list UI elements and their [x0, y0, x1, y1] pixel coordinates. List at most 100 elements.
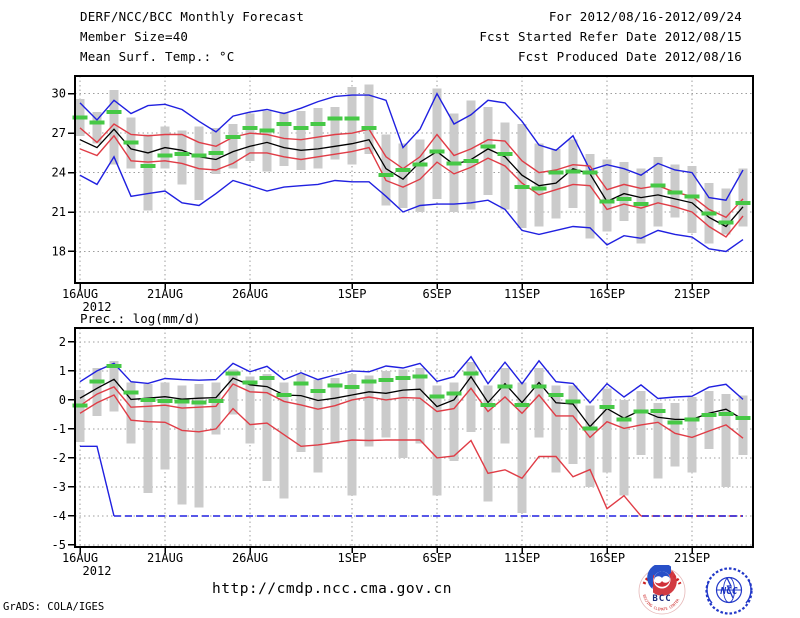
observation-dash-marker [276, 393, 292, 398]
ensemble-spread-bar [347, 87, 357, 165]
observation-dash-marker [582, 426, 598, 431]
observation-dash-marker [412, 162, 428, 167]
source-url: http://cmdp.ncc.cma.gov.cn [212, 581, 452, 597]
plot-frame [74, 327, 754, 548]
observation-dash-marker [650, 408, 666, 413]
observation-dash-marker [123, 140, 139, 145]
ensemble-spread-bar [653, 402, 663, 479]
observation-dash-marker [259, 375, 275, 380]
ensemble-spread-bar [109, 89, 119, 165]
x-axis-year-label: 2012 [83, 564, 112, 578]
ensemble-spread-bar [245, 113, 255, 161]
observation-dash-marker [208, 398, 224, 403]
plot-frame [74, 75, 754, 284]
observation-dash-marker [327, 116, 343, 121]
y-tick-label: 2 [59, 335, 66, 349]
ncc-logo: NCC [705, 567, 753, 615]
observation-dash-marker [565, 399, 581, 404]
x-tick-label: 6SEP [423, 287, 452, 301]
observation-dash-marker [531, 186, 547, 191]
observation-dash-marker [259, 128, 275, 133]
observation-dash-marker [735, 416, 751, 421]
observation-dash-marker [395, 375, 411, 380]
ensemble-spread-bar [619, 399, 629, 496]
ensemble-max-line [79, 355, 744, 404]
ensemble-spread-bar [687, 166, 697, 234]
ensemble-spread-bar [551, 385, 561, 473]
observation-dash-marker [361, 379, 377, 384]
x-tick-label: 26AUG [232, 287, 268, 301]
ensemble-spread-bar [398, 143, 408, 209]
ensemble-spread-bar [738, 168, 748, 227]
ensemble-spread-bar [483, 106, 493, 195]
ensemble-spread-bar [75, 389, 85, 442]
observation-dash-marker [242, 380, 258, 385]
prec-chart-title: Prec.: log(mm/d) [80, 311, 201, 326]
observation-dash-marker [157, 398, 173, 403]
ensemble-spread-bar [92, 112, 102, 144]
upper-bound-line [79, 123, 744, 219]
ensemble-spread-bar [194, 126, 204, 201]
y-tick-label: 18 [52, 244, 66, 258]
y-tick-label: -5 [52, 538, 66, 552]
lower-bound-line [79, 134, 744, 238]
x-tick-label: 11SEP [504, 551, 540, 565]
observation-dash-marker [174, 399, 190, 404]
ensemble-spread-bar [160, 382, 170, 470]
ensemble-spread-bar [313, 108, 323, 169]
ensemble-spread-bar [381, 370, 391, 438]
ensemble-spread-bar [381, 134, 391, 206]
observation-dash-marker [361, 125, 377, 130]
observation-dash-marker [89, 120, 105, 125]
observation-dash-marker [327, 383, 343, 388]
ensemble-min-line [79, 155, 744, 253]
observation-dash-marker [344, 385, 360, 390]
ensemble-spread-bar [721, 394, 731, 487]
observation-dash-marker [429, 394, 445, 399]
observation-dash-marker [106, 363, 122, 368]
ensemble-spread-bar [585, 154, 595, 239]
grads-credit: GrADS: COLA/IGES [3, 601, 105, 613]
observation-dash-marker [667, 420, 683, 425]
observation-dash-marker [225, 371, 241, 376]
observation-dash-marker [123, 390, 139, 395]
y-tick-label: -1 [52, 422, 66, 436]
observation-dash-marker [514, 185, 530, 190]
y-tick-label: -4 [52, 509, 66, 523]
observation-dash-marker [106, 110, 122, 115]
ensemble-spread-bar [177, 385, 187, 505]
x-tick-label: 26AUG [232, 551, 268, 565]
ensemble-spread-bar [211, 382, 221, 435]
observation-dash-marker [701, 413, 717, 418]
ensemble-spread-bar [228, 123, 238, 169]
observation-dash-marker [616, 417, 632, 422]
observation-dash-marker [225, 135, 241, 140]
x-tick-label: 1SEP [338, 287, 367, 301]
agency-logos: BCC BEIJING CLIMATE CENTER NCC [638, 565, 753, 615]
ensemble-spread-bar [585, 405, 595, 487]
observation-dash-marker [463, 371, 479, 376]
ensemble-spread-bar [398, 369, 408, 458]
observation-dash-marker [480, 402, 496, 407]
y-tick-label: 27 [52, 126, 66, 140]
ensemble-spread-bar [262, 373, 272, 482]
x-axis-year-label: 2012 [83, 300, 112, 314]
observation-dash-marker [395, 167, 411, 172]
lower-bound-line [79, 394, 642, 517]
x-tick-label: 16SEP [589, 551, 625, 565]
observation-dash-marker [191, 153, 207, 158]
observation-dash-marker [616, 196, 632, 201]
ensemble-spread-bar [670, 402, 680, 467]
ensemble-spread-bar [500, 368, 510, 444]
y-tick-label: 24 [52, 166, 66, 180]
observation-dash-marker [667, 190, 683, 195]
ensemble-mean-line [79, 375, 744, 428]
ensemble-spread-bar [92, 368, 102, 416]
ensemble-mean-line [79, 128, 744, 228]
ensemble-spread-bar [228, 369, 238, 415]
observation-dash-marker [684, 417, 700, 422]
x-tick-label: 16AUG [62, 551, 98, 565]
ensemble-spread-bar [602, 159, 612, 232]
temp-chart-title: Mean Surf. Temp.: °C [80, 49, 235, 64]
